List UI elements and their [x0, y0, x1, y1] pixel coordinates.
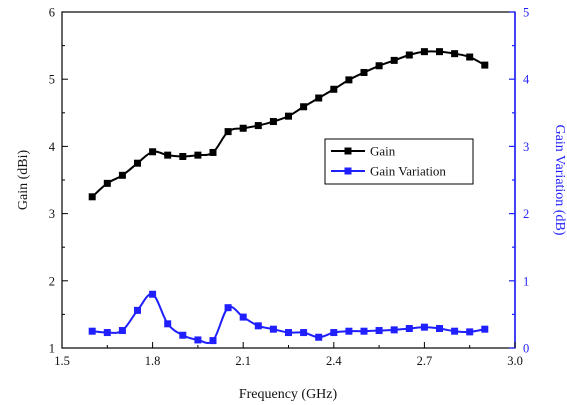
- gain-point: [269, 118, 277, 126]
- gain-variation-point: [375, 327, 383, 335]
- y-left-tick-label: 1: [49, 342, 55, 356]
- gain-variation-point: [360, 327, 368, 335]
- gain-point: [345, 76, 353, 84]
- gain-variation-point: [134, 306, 141, 314]
- gain-point: [254, 122, 262, 130]
- y-axis-right-title: Gain Variation (dB): [552, 125, 567, 236]
- gain-variation-point: [179, 331, 187, 339]
- x-tick-label: 2.1: [235, 354, 251, 368]
- y-right-tick-label: 5: [523, 6, 529, 20]
- y-left-tick-label: 3: [49, 207, 55, 221]
- x-tick-label: 1.5: [54, 354, 70, 368]
- gain-point: [285, 112, 292, 120]
- series-layer: [88, 48, 489, 345]
- gain-point: [405, 51, 413, 59]
- x-tick-label: 3.0: [507, 354, 523, 368]
- gain-point: [88, 193, 96, 201]
- gain-variation-point: [436, 325, 443, 333]
- gain-variation-point: [149, 290, 157, 298]
- gain-variation-point: [118, 327, 126, 335]
- gain-variation-point: [300, 329, 308, 337]
- gain-variation-point: [481, 325, 489, 333]
- gain-variation-point: [164, 320, 172, 328]
- gain-point: [179, 152, 187, 160]
- y-right-tick-label: 1: [523, 274, 529, 288]
- gain-point: [360, 68, 368, 76]
- gain-variation-point: [345, 327, 353, 335]
- y-right-tick-label: 4: [523, 73, 530, 87]
- gain-point: [209, 148, 217, 156]
- legend-box: [324, 138, 474, 185]
- gain-point: [300, 103, 308, 111]
- gain-point: [118, 171, 126, 179]
- gain-variation-point: [254, 322, 262, 330]
- gain-point: [436, 48, 443, 56]
- gain-variation-point: [88, 327, 96, 335]
- gain-point: [194, 151, 202, 159]
- gain-variation-point: [269, 325, 277, 333]
- x-axis-title: Frequency (GHz): [239, 387, 338, 402]
- x-tick-label: 1.8: [145, 354, 161, 368]
- gain-point: [103, 179, 111, 187]
- gain-variation-point: [285, 329, 292, 337]
- gain-point: [134, 159, 141, 167]
- y-right-tick-label: 2: [523, 207, 529, 221]
- gain-point: [164, 151, 172, 159]
- y-axis-left-title: Gain (dBi): [16, 150, 31, 211]
- gain-variation-point: [466, 328, 474, 336]
- gain-point: [330, 85, 338, 93]
- y-left-tick-label: 6: [49, 6, 55, 20]
- gain-variation-point: [194, 336, 202, 344]
- legend-gain-marker: [344, 147, 352, 155]
- y-left-tick-label: 2: [49, 274, 55, 288]
- gain-point: [481, 61, 489, 69]
- legend-gain-variation-label: Gain Variation: [370, 164, 446, 179]
- y-left-tick-label: 4: [49, 140, 56, 154]
- x-tick-label: 2.4: [326, 354, 342, 368]
- y-right-tick-label: 3: [523, 140, 529, 154]
- gain-point: [390, 56, 398, 64]
- gain-variation-point: [390, 326, 398, 334]
- gain-variation-point: [209, 337, 217, 345]
- ticks-layer: 1.5 1.8 2.1 2.4 2.7 3.0 1 2 3 4 5 6 0 1 2 3 4 5: [49, 6, 530, 369]
- gain-variation-point: [224, 304, 232, 312]
- gain-variation-point: [103, 329, 111, 337]
- gain-point: [466, 53, 474, 61]
- y-right-tick-label: 0: [523, 342, 529, 356]
- gain-point: [315, 94, 323, 102]
- gain-point: [224, 128, 232, 136]
- gain-point: [239, 124, 247, 132]
- gain-variation-point: [315, 333, 323, 341]
- gain-point: [420, 48, 428, 56]
- x-tick-label: 2.7: [417, 354, 433, 368]
- gain-point: [149, 148, 157, 156]
- legend-gain-label: Gain: [370, 144, 396, 159]
- y-left-tick-label: 5: [49, 73, 55, 87]
- gain-variation-point: [330, 329, 338, 337]
- labels-layer: Frequency (GHz) Gain (dBi) Gain Variatio…: [16, 125, 567, 402]
- legend-gain-variation-marker: [344, 167, 352, 175]
- gain-point: [375, 62, 383, 70]
- gain-variation-point: [451, 327, 459, 335]
- legend: Gain Gain Variation: [324, 138, 474, 185]
- gain-variation-point: [420, 323, 428, 331]
- gain-variation-point: [405, 325, 413, 333]
- gain-variation-point: [239, 313, 247, 321]
- gain-point: [451, 50, 459, 58]
